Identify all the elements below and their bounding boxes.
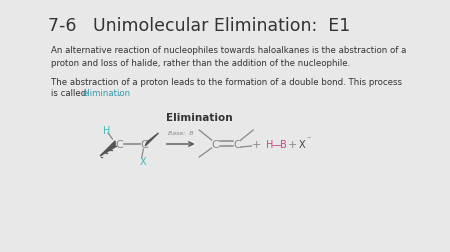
Text: .: .: [117, 89, 120, 98]
Text: The abstraction of a proton leads to the formation of a double bond. This proces: The abstraction of a proton leads to the…: [51, 78, 402, 87]
Text: 7-6   Unimolecular Elimination:  E1: 7-6 Unimolecular Elimination: E1: [48, 17, 351, 35]
Text: H: H: [266, 139, 274, 149]
Text: H: H: [103, 125, 110, 136]
Text: C: C: [140, 139, 148, 149]
Text: elimination: elimination: [83, 89, 131, 98]
Text: C: C: [211, 139, 219, 149]
Text: B: B: [280, 139, 287, 149]
Text: C: C: [116, 139, 123, 149]
Text: C: C: [234, 139, 241, 149]
Polygon shape: [100, 141, 115, 156]
Text: Elimination: Elimination: [166, 113, 233, 122]
Polygon shape: [145, 134, 158, 146]
Text: Base:  B: Base: B: [168, 131, 194, 136]
Text: X: X: [299, 139, 305, 149]
Text: ⁻: ⁻: [307, 134, 311, 143]
Text: An alternative reaction of nucleophiles towards haloalkanes is the abstraction o: An alternative reaction of nucleophiles …: [51, 46, 407, 67]
Text: X: X: [139, 156, 146, 166]
Text: +: +: [252, 139, 261, 149]
Text: —: —: [271, 139, 281, 149]
Text: +: +: [288, 139, 297, 149]
Text: is called: is called: [51, 89, 90, 98]
